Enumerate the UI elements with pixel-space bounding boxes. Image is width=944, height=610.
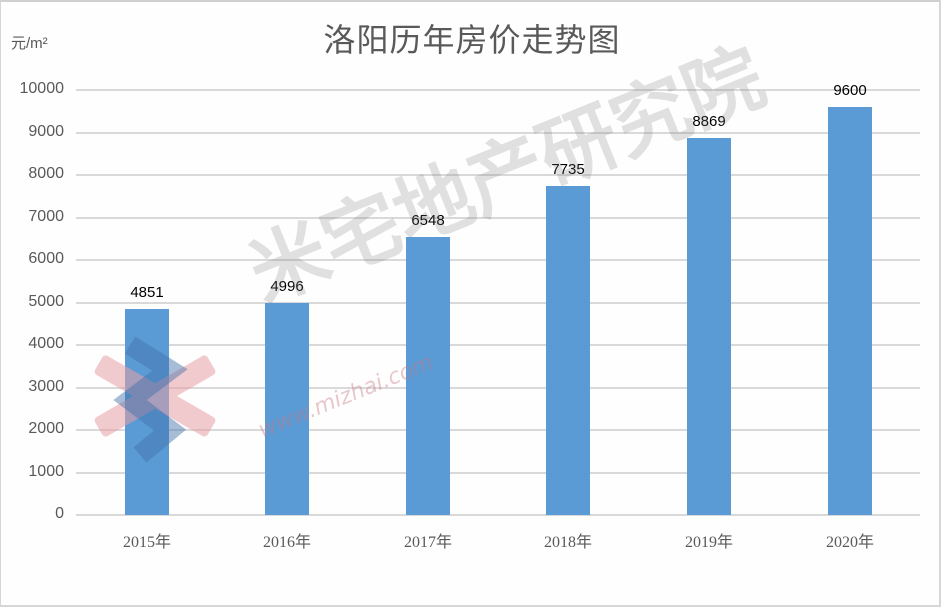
data-label: 7735 [551,161,585,179]
x-tick-label: 2017年 [403,534,452,551]
y-tick-label: 10000 [19,80,65,97]
bar [687,138,731,515]
gridline [76,471,920,474]
gridline [76,131,920,134]
x-tick-label: 2015年 [122,534,171,551]
bar [265,302,309,515]
gridline [76,429,920,431]
bar [125,308,169,515]
gridline [76,386,920,389]
data-label: 4996 [270,277,304,295]
y-tick-label: 7000 [28,207,64,225]
y-tick-label: 9000 [28,122,64,140]
gridline [76,259,920,261]
y-tick-label: 6000 [28,250,64,267]
x-tick-label: 2020年 [825,534,874,551]
bar [828,107,872,515]
bar [406,236,450,515]
gridline [76,89,920,91]
y-tick-label: 2000 [28,420,64,437]
chart-title: 洛阳历年房价走势图 [323,21,621,59]
data-label: 9600 [833,82,867,99]
y-tick-label: 0 [55,505,64,522]
y-axis-unit: 元/m² [11,35,48,52]
y-tick-label: 5000 [28,292,64,310]
gridline [76,344,920,346]
data-label: 4851 [130,283,164,301]
gridline [76,216,920,219]
bar [546,186,590,515]
data-label: 8869 [692,113,726,131]
x-tick-label: 2019年 [684,534,733,551]
gridline [76,514,920,516]
y-tick-label: 1000 [28,462,64,480]
gridline [76,174,920,176]
y-tick-label: 4000 [28,335,64,352]
y-tick-label: 3000 [28,377,64,395]
x-tick-label: 2016年 [262,534,311,551]
gridline [76,301,920,304]
y-tick-label: 8000 [28,165,64,182]
data-label: 6548 [411,211,445,229]
x-tick-label: 2018年 [543,534,592,551]
